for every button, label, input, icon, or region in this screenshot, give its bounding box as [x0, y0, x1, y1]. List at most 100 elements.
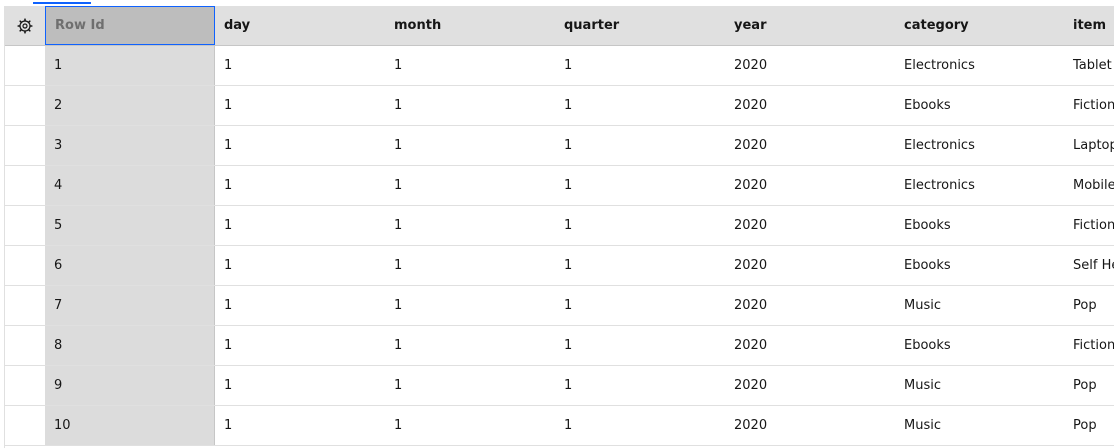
cell-category[interactable]: Ebooks: [904, 258, 951, 273]
cell-month[interactable]: 1: [394, 178, 403, 193]
cell-month[interactable]: 1: [394, 138, 403, 153]
column-header-day[interactable]: day: [224, 18, 251, 33]
table-row[interactable]: 2 1 1 1 2020 Ebooks Fiction: [5, 86, 1114, 126]
cell-day[interactable]: 1: [224, 138, 233, 153]
cell-month[interactable]: 1: [394, 298, 403, 313]
table-row[interactable]: 7 1 1 1 2020 Music Pop: [5, 286, 1114, 326]
table-row[interactable]: 5 1 1 1 2020 Ebooks Fiction: [5, 206, 1114, 246]
cell-category[interactable]: Music: [904, 298, 941, 313]
cell-year[interactable]: 2020: [734, 178, 768, 193]
cell-year[interactable]: 2020: [734, 218, 768, 233]
row-spacer-cell: [5, 46, 45, 85]
cell-category[interactable]: Music: [904, 378, 941, 393]
column-header-row-id[interactable]: Row Id: [45, 6, 215, 45]
table-row[interactable]: 4 1 1 1 2020 Electronics Mobile: [5, 166, 1114, 206]
row-spacer-cell: [5, 326, 45, 365]
table-body: 1 1 1 1 2020 Electronics Tablet 2 1 1 1 2020 Ebooks F…: [5, 46, 1114, 446]
row-spacer-cell: [5, 126, 45, 165]
cell-row-id[interactable]: 1: [45, 46, 215, 85]
cell-quarter[interactable]: 1: [564, 298, 573, 313]
cell-day[interactable]: 1: [224, 418, 233, 433]
row-spacer-cell: [5, 86, 45, 125]
table-row[interactable]: 8 1 1 1 2020 Ebooks Fiction: [5, 326, 1114, 366]
cell-category[interactable]: Electronics: [904, 138, 975, 153]
column-header-category[interactable]: category: [904, 18, 969, 33]
cell-year[interactable]: 2020: [734, 98, 768, 113]
cell-month[interactable]: 1: [394, 58, 403, 73]
cell-category[interactable]: Electronics: [904, 58, 975, 73]
cell-item[interactable]: Self He: [1073, 258, 1114, 273]
cell-quarter[interactable]: 1: [564, 418, 573, 433]
cell-item[interactable]: Pop: [1073, 298, 1097, 313]
row-spacer-cell: [5, 366, 45, 405]
cell-day[interactable]: 1: [224, 178, 233, 193]
cell-row-id[interactable]: 2: [45, 86, 215, 125]
cell-day[interactable]: 1: [224, 98, 233, 113]
cell-row-id[interactable]: 7: [45, 286, 215, 325]
cell-month[interactable]: 1: [394, 218, 403, 233]
cell-day[interactable]: 1: [224, 338, 233, 353]
cell-year[interactable]: 2020: [734, 58, 768, 73]
column-header-item[interactable]: item: [1073, 18, 1107, 33]
cell-category[interactable]: Ebooks: [904, 218, 951, 233]
cell-quarter[interactable]: 1: [564, 258, 573, 273]
cell-year[interactable]: 2020: [734, 298, 768, 313]
cell-year[interactable]: 2020: [734, 138, 768, 153]
row-spacer-cell: [5, 206, 45, 245]
cell-day[interactable]: 1: [224, 218, 233, 233]
column-header-year[interactable]: year: [734, 18, 767, 33]
active-tab-indicator: [33, 2, 91, 4]
cell-day[interactable]: 1: [224, 298, 233, 313]
cell-day[interactable]: 1: [224, 258, 233, 273]
cell-quarter[interactable]: 1: [564, 378, 573, 393]
gear-icon: [17, 17, 33, 34]
cell-quarter[interactable]: 1: [564, 218, 573, 233]
cell-month[interactable]: 1: [394, 258, 403, 273]
table-row[interactable]: 10 1 1 1 2020 Music Pop: [5, 406, 1114, 446]
cell-row-id[interactable]: 9: [45, 366, 215, 405]
cell-item[interactable]: Pop: [1073, 378, 1097, 393]
cell-row-id[interactable]: 3: [45, 126, 215, 165]
cell-month[interactable]: 1: [394, 338, 403, 353]
cell-category[interactable]: Ebooks: [904, 98, 951, 113]
column-header-month[interactable]: month: [394, 18, 442, 33]
table-row[interactable]: 9 1 1 1 2020 Music Pop: [5, 366, 1114, 406]
cell-item[interactable]: Fiction: [1073, 338, 1114, 353]
cell-year[interactable]: 2020: [734, 378, 768, 393]
cell-quarter[interactable]: 1: [564, 138, 573, 153]
cell-quarter[interactable]: 1: [564, 98, 573, 113]
cell-row-id[interactable]: 8: [45, 326, 215, 365]
cell-row-id[interactable]: 10: [45, 406, 215, 445]
cell-quarter[interactable]: 1: [564, 178, 573, 193]
cell-quarter[interactable]: 1: [564, 338, 573, 353]
cell-month[interactable]: 1: [394, 418, 403, 433]
cell-item[interactable]: Mobile: [1073, 178, 1114, 193]
cell-row-id[interactable]: 4: [45, 166, 215, 205]
cell-row-id[interactable]: 5: [45, 206, 215, 245]
cell-item[interactable]: Laptop: [1073, 138, 1114, 153]
cell-category[interactable]: Music: [904, 418, 941, 433]
cell-row-id[interactable]: 6: [45, 246, 215, 285]
cell-quarter[interactable]: 1: [564, 58, 573, 73]
cell-category[interactable]: Electronics: [904, 178, 975, 193]
cell-year[interactable]: 2020: [734, 338, 768, 353]
cell-month[interactable]: 1: [394, 98, 403, 113]
cell-item[interactable]: Fiction: [1073, 218, 1114, 233]
row-spacer-cell: [5, 406, 45, 445]
table-row[interactable]: 1 1 1 1 2020 Electronics Tablet: [5, 46, 1114, 86]
cell-year[interactable]: 2020: [734, 258, 768, 273]
cell-item[interactable]: Pop: [1073, 418, 1097, 433]
table-row[interactable]: 3 1 1 1 2020 Electronics Laptop: [5, 126, 1114, 166]
cell-day[interactable]: 1: [224, 58, 233, 73]
cell-item[interactable]: Tablet: [1073, 58, 1112, 73]
column-header-quarter[interactable]: quarter: [564, 18, 620, 33]
data-grid: Row Id day month quarter year category i…: [4, 6, 1114, 448]
cell-item[interactable]: Fiction: [1073, 98, 1114, 113]
cell-category[interactable]: Ebooks: [904, 338, 951, 353]
cell-year[interactable]: 2020: [734, 418, 768, 433]
cell-day[interactable]: 1: [224, 378, 233, 393]
column-settings-button[interactable]: [5, 6, 45, 45]
cell-month[interactable]: 1: [394, 378, 403, 393]
